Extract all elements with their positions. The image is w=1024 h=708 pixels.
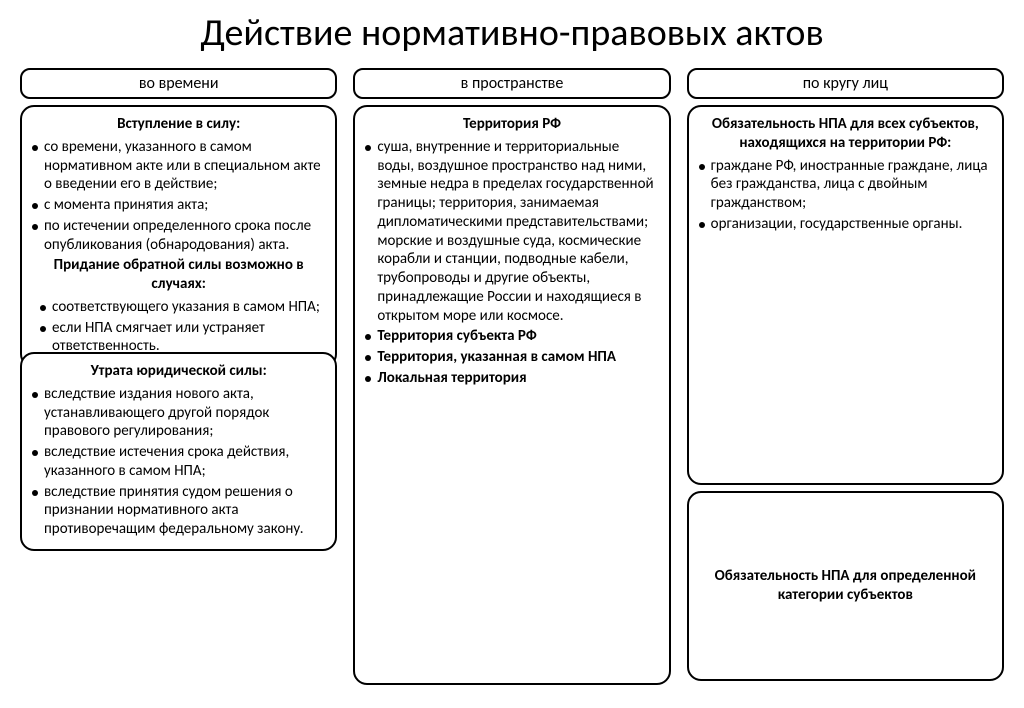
column-time: во времени Вступление в силу: со времени…	[20, 68, 337, 691]
heading-start: Вступление в силу:	[32, 115, 325, 134]
item: суша, внутренние и территориальные воды,…	[365, 138, 658, 326]
item: вследствие принятия судом решения о приз…	[32, 483, 325, 539]
box-time-loss: Утрата юридической силы: вследствие изда…	[20, 352, 337, 551]
page-title: Действие нормативно-правовых актов	[20, 10, 1004, 56]
columns-container: во времени Вступление в силу: со времени…	[20, 68, 1004, 691]
item-bold: Территория, указанная в самом НПА	[365, 348, 658, 367]
item: по истечении определенного срока после о…	[32, 217, 325, 255]
heading-retro: Придание обратной силы возможно в случая…	[32, 256, 325, 294]
heading-all-subjects: Обязательность НПА для всех субъектов, н…	[699, 115, 992, 153]
item: соответствующего указания в самом НПА;	[32, 298, 325, 317]
item: граждане РФ, иностранные граждане, лица …	[699, 157, 992, 213]
box-persons-category: Обязательность НПА для определенной кате…	[687, 491, 1004, 681]
item: если НПА смягчает или устраняет ответств…	[32, 319, 325, 357]
item-bold: Территория субъекта РФ	[365, 327, 658, 346]
heading-territory: Территория РФ	[365, 115, 658, 134]
heading-loss: Утрата юридической силы:	[32, 362, 325, 381]
column-space: в пространстве Территория РФ суша, внутр…	[353, 68, 670, 691]
item: с момента принятия акта;	[32, 196, 325, 215]
box-time-start: Вступление в силу: со времени, указанног…	[20, 105, 337, 368]
item: со времени, указанного в самом нормативн…	[32, 138, 325, 194]
text-category: Обязательность НПА для определенной кате…	[699, 567, 992, 605]
header-space: в пространстве	[353, 68, 670, 99]
item: вследствие издания нового акта, устанавл…	[32, 385, 325, 441]
item: организации, государственные органы.	[699, 215, 992, 234]
item: вследствие истечения срока действия, ука…	[32, 443, 325, 481]
box-space: Территория РФ суша, внутренние и террито…	[353, 105, 670, 685]
column-persons: по кругу лиц Обязательность НПА для всех…	[687, 68, 1004, 691]
header-persons: по кругу лиц	[687, 68, 1004, 99]
item-bold: Локальная территория	[365, 369, 658, 388]
box-persons-all: Обязательность НПА для всех субъектов, н…	[687, 105, 1004, 485]
header-time: во времени	[20, 68, 337, 99]
